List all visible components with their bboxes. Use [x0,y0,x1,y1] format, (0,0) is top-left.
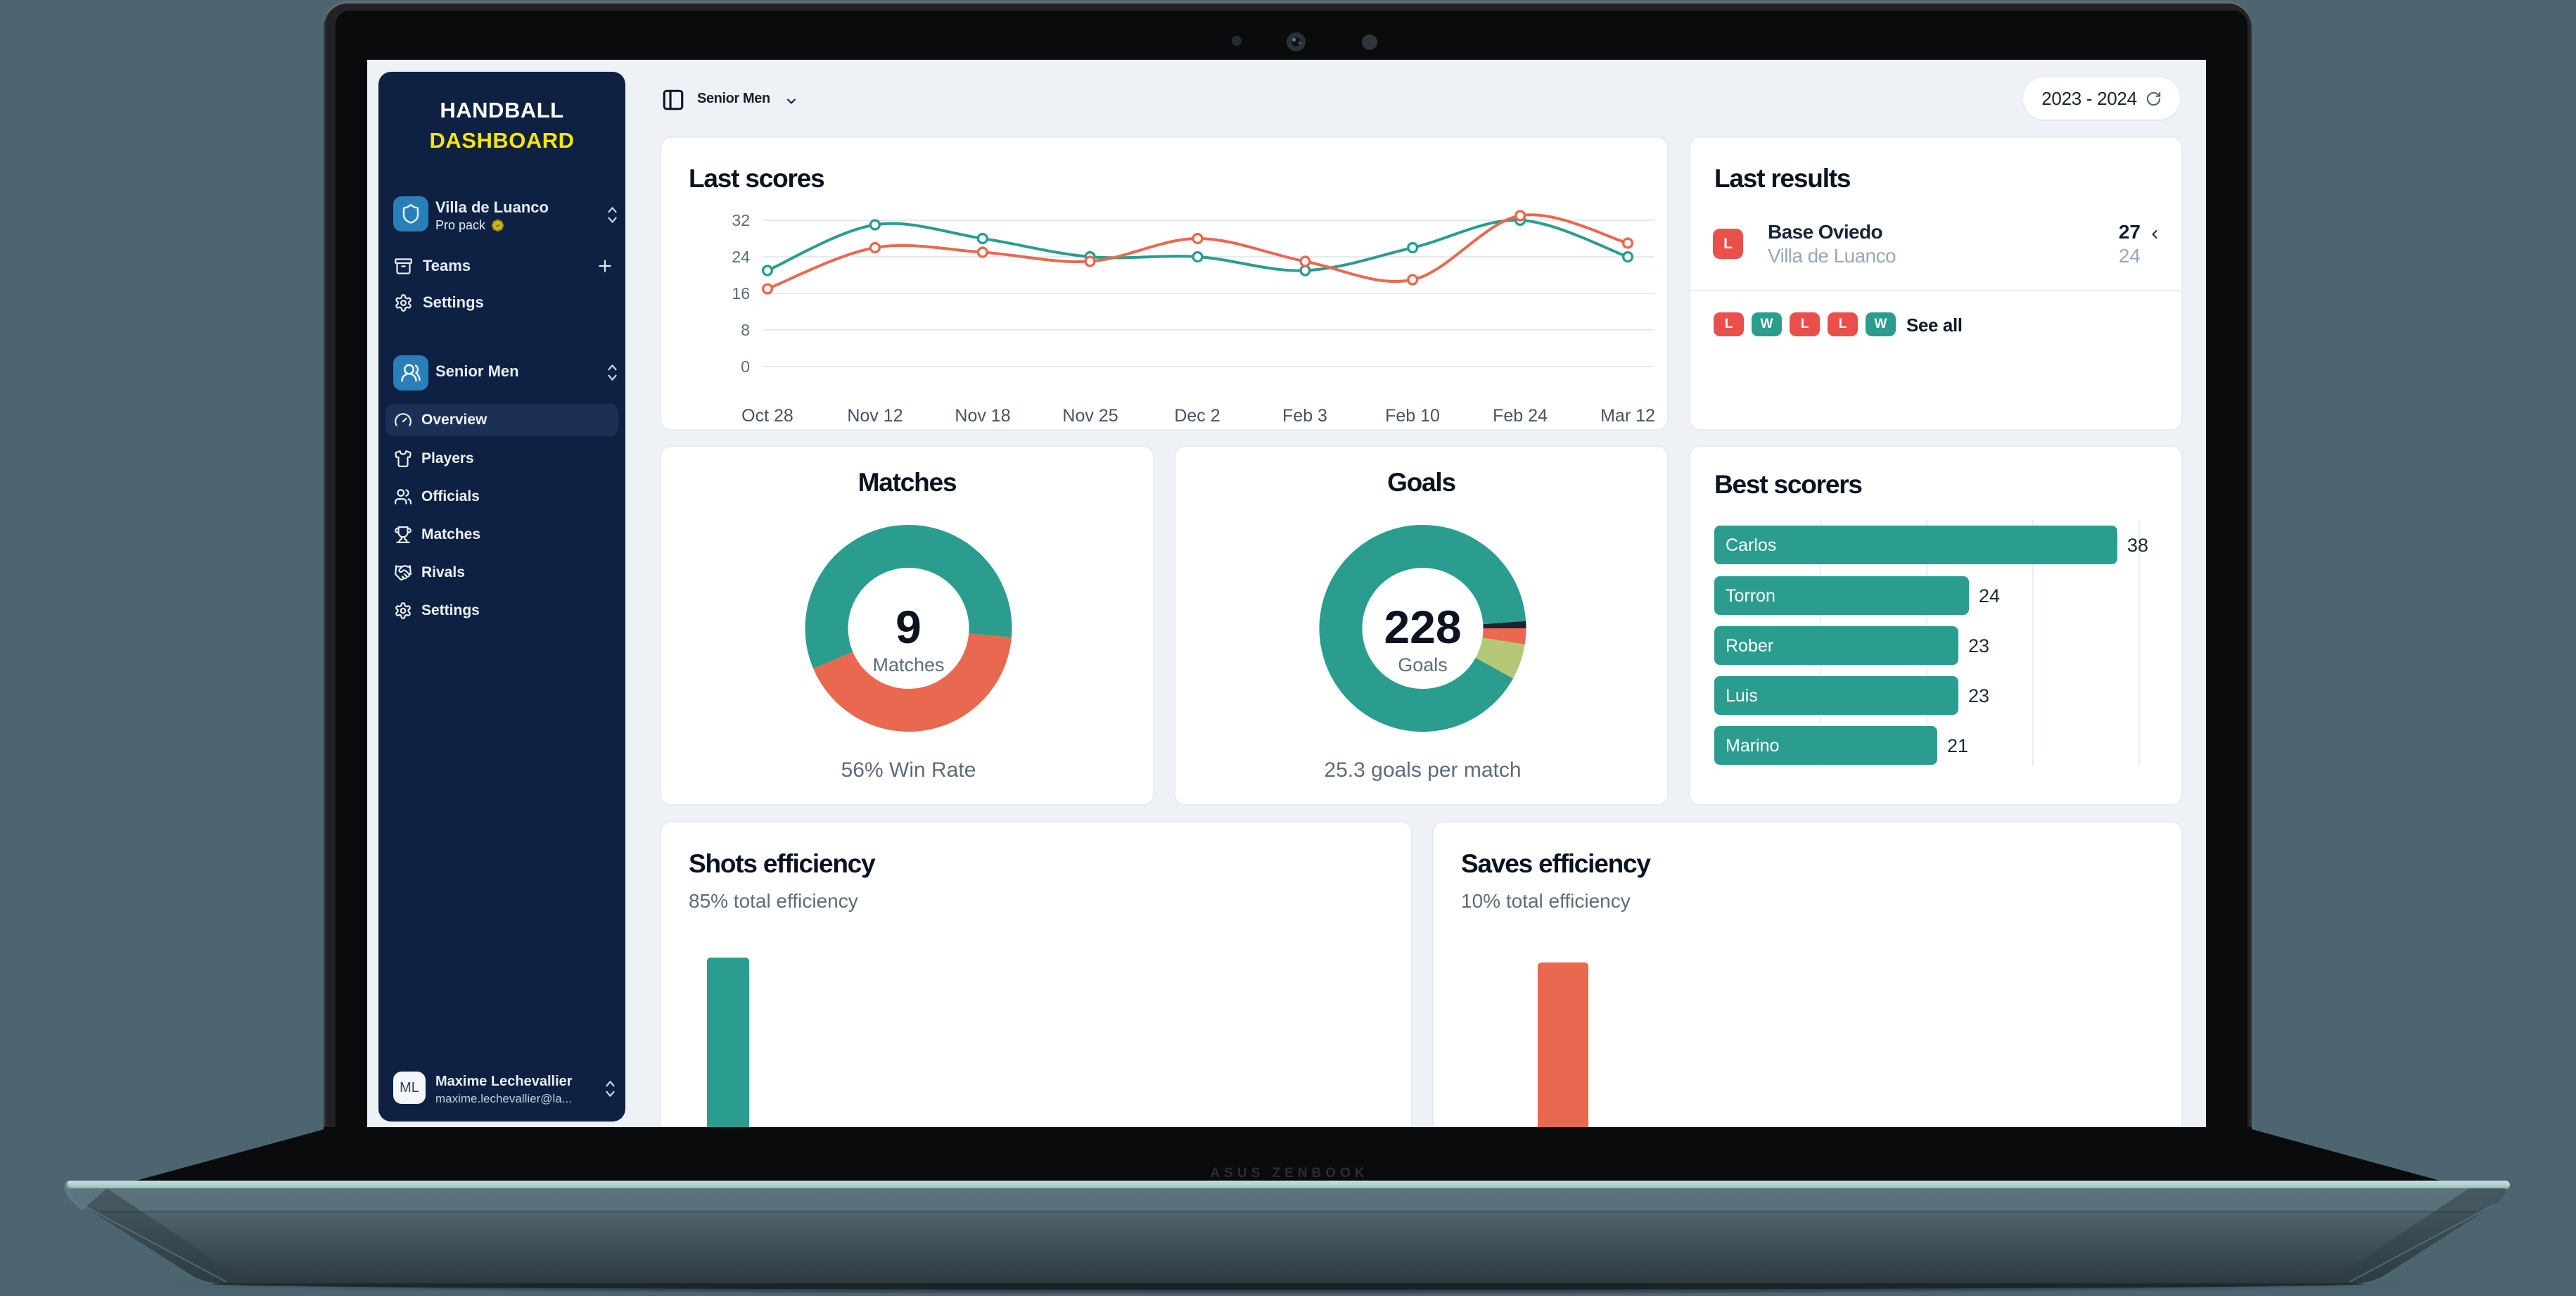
svg-text:Oct 28: Oct 28 [741,406,793,426]
svg-text:0: 0 [741,357,750,376]
svg-text:38: 38 [2127,535,2148,556]
svg-text:23: 23 [1968,685,1989,706]
svg-text:16: 16 [732,284,750,303]
svg-text:Nov 25: Nov 25 [1062,406,1118,426]
svg-text:Rober: Rober [1726,636,1773,656]
svg-text:23: 23 [1968,635,1989,656]
svg-text:21: 21 [1947,735,1968,756]
svg-text:Luis: Luis [1726,686,1758,706]
svg-text:Nov 18: Nov 18 [955,406,1010,426]
svg-text:Dec 2: Dec 2 [1174,406,1220,426]
svg-text:Feb 10: Feb 10 [1385,406,1440,426]
svg-text:Feb 24: Feb 24 [1493,406,1548,426]
svg-text:24: 24 [732,248,750,266]
svg-text:32: 32 [732,211,750,229]
svg-text:Nov 12: Nov 12 [847,406,903,426]
svg-text:8: 8 [741,321,750,339]
svg-text:Marino: Marino [1726,736,1779,756]
svg-text:ASUS ZENBOOK: ASUS ZENBOOK [1210,1166,1368,1181]
svg-text:Mar 12: Mar 12 [1600,406,1655,426]
svg-text:Torron: Torron [1726,586,1775,606]
svg-text:Carlos: Carlos [1726,535,1776,555]
svg-text:Feb 3: Feb 3 [1282,406,1327,426]
svg-text:24: 24 [1979,585,2000,606]
